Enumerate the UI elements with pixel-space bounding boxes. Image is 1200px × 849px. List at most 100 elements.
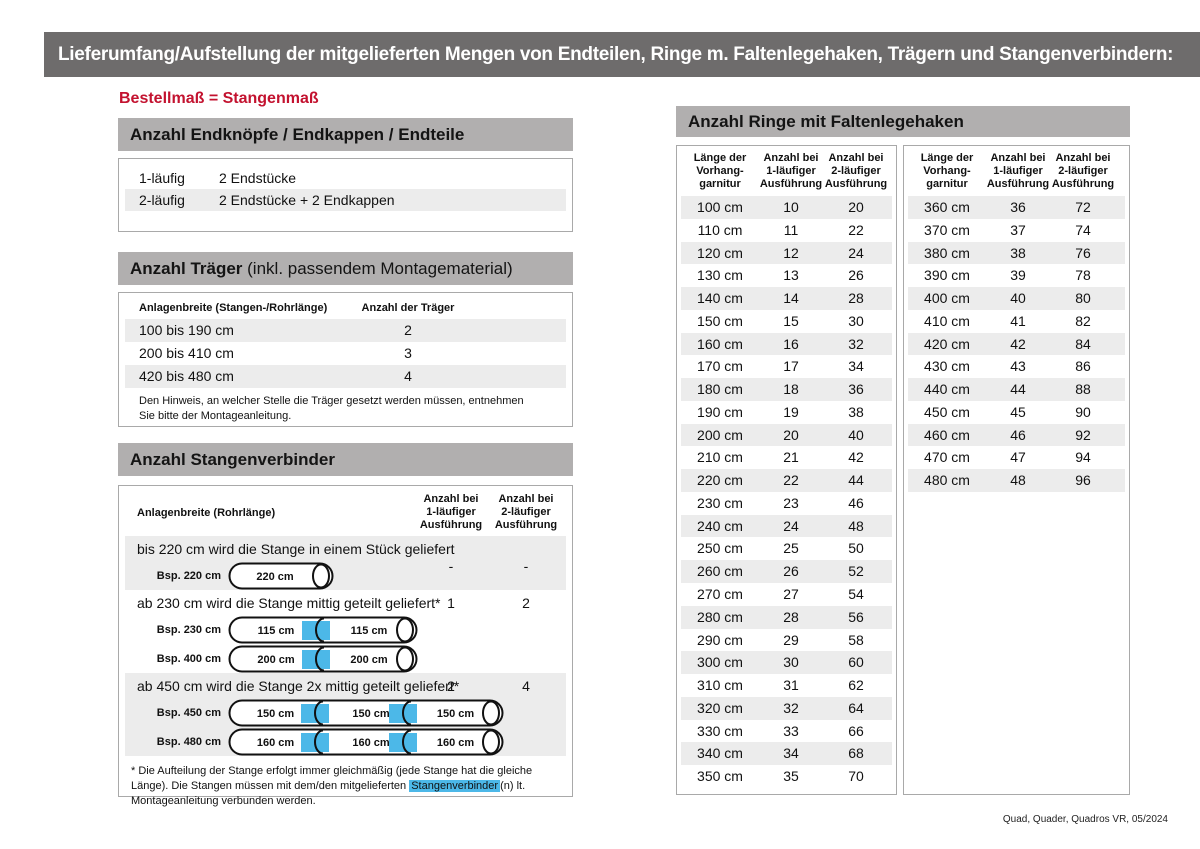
ringe-row: 340 cm 34 68 <box>681 742 892 766</box>
ringe-row: 250 cm 25 50 <box>681 537 892 560</box>
row-value-2laeufig: 46 <box>848 494 864 511</box>
ringe-row: 270 cm 27 54 <box>681 583 892 606</box>
row-value-2laeufig: 76 <box>1075 244 1091 261</box>
row-value-1laeufig: 48 <box>1010 472 1026 489</box>
column-header-line: Vorhang- <box>923 165 971 177</box>
row-value-2laeufig: 26 <box>848 267 864 284</box>
row-value-1laeufig: 43 <box>1010 358 1026 375</box>
row-length: 390 cm <box>924 267 970 284</box>
row-value-1laeufig: 38 <box>1010 244 1026 261</box>
traeger-table-header: Anlagenbreite (Stangen-/Rohrlänge) Anzah… <box>125 293 566 319</box>
row-length: 380 cm <box>924 244 970 261</box>
ringe-row: 350 cm 35 70 <box>681 765 892 788</box>
row-length: 120 cm <box>697 244 743 261</box>
verbinder-group: ab 450 cm wird die Stange 2x mittig gete… <box>125 673 566 756</box>
column-header-line: Ausführung <box>824 178 888 190</box>
row-value: 4 <box>404 368 412 384</box>
row-value-1laeufig: 42 <box>1010 335 1026 352</box>
section-title: Anzahl Endknöpfe / Endkappen / Endteile <box>130 125 465 144</box>
row-value-2laeufig: 96 <box>1075 472 1091 489</box>
row-length: 220 cm <box>697 472 743 489</box>
row-value: 2 <box>404 322 412 338</box>
section-header-verbinder: Anzahl Stangenverbinder <box>118 443 573 476</box>
row-length: 450 cm <box>924 403 970 420</box>
verbinder-table-header: Anlagenbreite (Rohrlänge) Anzahl bei 1-lä… <box>119 486 572 536</box>
ringe-row: 260 cm 26 52 <box>681 560 892 584</box>
ringe-row: 230 cm 23 46 <box>681 492 892 515</box>
row-value: 3 <box>404 345 412 361</box>
column-header: Länge der Vorhang-garnitur <box>681 152 759 196</box>
row-value-2laeufig: 32 <box>848 335 864 352</box>
ringe-row: 410 cm 41 82 <box>908 310 1125 333</box>
row-value-1laeufig: 29 <box>783 631 799 648</box>
group-value-2laeufig: - <box>523 558 529 574</box>
footnote-text: (n) lt. Montageanleitung verbunden werde… <box>131 780 526 807</box>
row-value-1laeufig: 39 <box>1010 267 1026 284</box>
row-value: 2 Endstücke <box>219 170 297 186</box>
row-length: 280 cm <box>697 608 743 625</box>
column-header-line: 1-läufiger <box>766 165 816 177</box>
ringe-row: 130 cm 13 26 <box>681 264 892 287</box>
rod-example-row: Bsp. 400 cm 200 cm 200 cm <box>125 644 566 673</box>
row-length: 480 cm <box>924 472 970 489</box>
endteile-table: 1-läufig 2 Endstücke 2-läufig 2 Endstücke +… <box>118 158 573 232</box>
row-length: 130 cm <box>697 267 743 284</box>
row-value-2laeufig: 22 <box>848 221 864 238</box>
column-header-line: Vorhang- <box>696 165 744 177</box>
ringe-row: 330 cm 33 66 <box>681 720 892 743</box>
row-value-2laeufig: 62 <box>848 677 864 694</box>
row-value-2laeufig: 72 <box>1075 199 1091 215</box>
section-title: Anzahl Ringe mit Faltenlegehaken <box>688 112 964 131</box>
ringe-row: 390 cm 39 78 <box>908 264 1125 287</box>
row-length: 400 cm <box>924 290 970 307</box>
ringe-row: 280 cm 28 56 <box>681 605 892 629</box>
row-value-2laeufig: 74 <box>1075 221 1091 238</box>
group-value-2laeufig: 2 <box>522 595 530 611</box>
row-value-1laeufig: 32 <box>783 699 799 716</box>
ringe-row: 150 cm 15 30 <box>681 310 892 333</box>
column-header-line: 2-läufiger <box>1058 165 1108 177</box>
svg-text:200 cm: 200 cm <box>257 654 295 666</box>
row-value-1laeufig: 26 <box>783 563 799 580</box>
row-value-1laeufig: 12 <box>783 244 799 261</box>
row-value-2laeufig: 56 <box>848 608 864 625</box>
svg-text:115 cm: 115 cm <box>351 625 388 637</box>
verbinder-footnote: * Die Aufteilung der Stange erfolgt imme… <box>131 764 560 809</box>
row-length: 440 cm <box>924 381 970 398</box>
rod-example-label: Bsp. 480 cm <box>156 735 221 748</box>
ringe-row: 160 cm 16 32 <box>681 332 892 356</box>
row-value-1laeufig: 33 <box>783 722 799 739</box>
traeger-note: Den Hinweis, an welcher Stelle die Träge… <box>139 395 524 422</box>
ringe-row: 310 cm 31 62 <box>681 674 892 697</box>
section-title: Anzahl Stangenverbinder <box>130 450 335 469</box>
section-title: Anzahl Träger <box>130 259 243 278</box>
row-value-2laeufig: 84 <box>1075 335 1091 352</box>
row-value-2laeufig: 90 <box>1075 403 1091 420</box>
traeger-row: 100 bis 190 cm 2 <box>125 319 566 342</box>
row-length: 370 cm <box>924 221 970 238</box>
row-length: 140 cm <box>697 290 743 307</box>
rod-diagram-icon: 200 cm 200 cm <box>228 645 418 672</box>
row-value-1laeufig: 17 <box>783 358 799 375</box>
column-header-line: garnitur <box>926 178 968 190</box>
row-length: 260 cm <box>697 563 743 580</box>
row-length: 320 cm <box>697 699 743 716</box>
row-value-2laeufig: 88 <box>1075 381 1091 398</box>
ringe-row: 370 cm 37 74 <box>908 219 1125 242</box>
column-header-line: 1-läufiger <box>993 165 1043 177</box>
row-length: 190 cm <box>697 403 743 420</box>
rod-diagram-icon: 220 cm <box>228 562 334 589</box>
row-value-2laeufig: 58 <box>848 631 864 648</box>
endteile-row: 1-läufig 2 Endstücke <box>125 167 566 189</box>
ringe-row: 470 cm 47 94 <box>908 446 1125 469</box>
row-value-1laeufig: 41 <box>1010 312 1026 329</box>
column-header-line: Anzahl bei <box>828 152 884 164</box>
row-length: 420 cm <box>924 335 970 352</box>
column-header-line: Länge der <box>693 152 747 164</box>
row-value-2laeufig: 34 <box>848 358 864 375</box>
section-header-traeger: Anzahl Träger (inkl. passendem Montagema… <box>118 252 573 285</box>
rod-example-row: Bsp. 230 cm 115 cm 115 cm <box>125 615 566 644</box>
row-length: 160 cm <box>697 335 743 352</box>
rod-example-row: Bsp. 450 cm 150 cm 150 cm 150 cm <box>125 698 566 727</box>
